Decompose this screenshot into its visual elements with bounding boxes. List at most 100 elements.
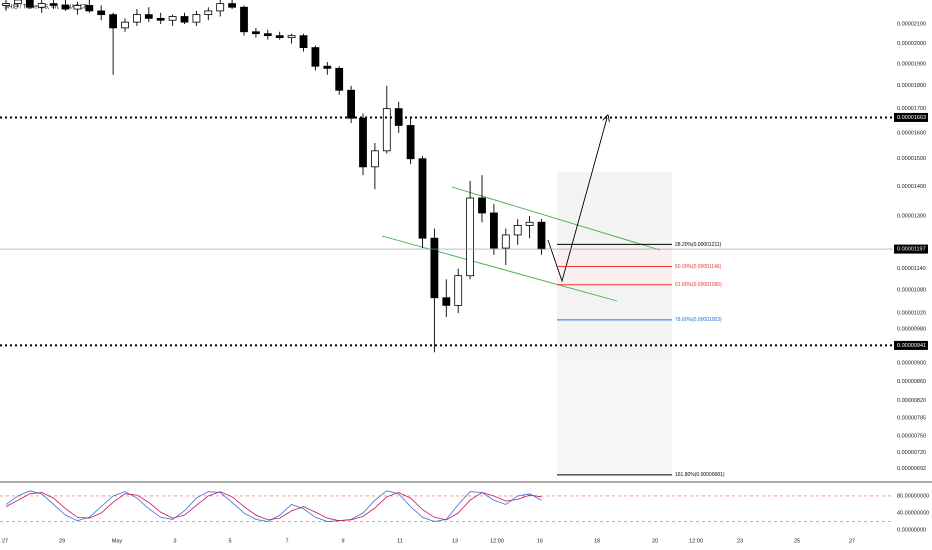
candle-body xyxy=(228,3,237,8)
fib-label: 50.00%(0.00001146) xyxy=(675,264,722,270)
chart-title: SHIB / TetherUS, 4h, BINANCE xyxy=(4,5,88,11)
candle-body xyxy=(216,3,225,12)
candle-body xyxy=(370,150,379,168)
candle-body xyxy=(180,16,189,23)
x-tick-label: 25 xyxy=(794,538,800,544)
candle-body xyxy=(144,14,153,19)
candle-body xyxy=(192,14,201,23)
candle-body xyxy=(359,117,367,168)
price-label: 0.00000941 xyxy=(897,343,926,349)
x-tick-label: 23 xyxy=(737,538,743,544)
x-tick-label: 18 xyxy=(594,538,600,544)
candle-body xyxy=(121,21,129,29)
fib-label: 28.20%(0.00001211) xyxy=(675,242,722,248)
x-tick-label: 12:00 xyxy=(490,538,504,544)
price-label-box xyxy=(894,340,928,350)
indicator-line xyxy=(5,490,542,522)
y2-tick-label: 40.00000000 xyxy=(897,510,929,516)
candle-body xyxy=(335,67,344,91)
y2-tick-label: 0.00000000 xyxy=(897,528,926,534)
candle-body xyxy=(501,234,510,249)
candle-body xyxy=(454,275,463,306)
candle-body xyxy=(406,125,415,160)
y-tick-label: 0.00000980 xyxy=(897,327,926,333)
price-pane xyxy=(2,0,546,353)
candle-body xyxy=(275,35,284,39)
candle-body xyxy=(240,6,248,33)
y-tick-label: 0.00001600 xyxy=(897,130,926,136)
candle-body xyxy=(168,16,177,21)
projection-arrow xyxy=(547,118,607,283)
y-tick-label: 0.00000785 xyxy=(897,415,926,421)
candle-body xyxy=(442,297,451,306)
x-tick-label: 20 xyxy=(652,538,658,544)
candle-body xyxy=(478,197,486,214)
price-label: 0.00001663 xyxy=(897,115,926,121)
y-tick-label: 0.00001500 xyxy=(897,156,926,162)
candle-body xyxy=(418,158,427,239)
candle-body xyxy=(49,3,58,6)
candle-body xyxy=(513,224,522,236)
candle-body xyxy=(287,35,296,39)
price-label: 0.00001197 xyxy=(897,247,926,253)
channel-line xyxy=(381,235,618,302)
fib-zone xyxy=(557,244,672,288)
candle-body xyxy=(323,65,332,69)
candle-body xyxy=(347,89,356,119)
y-tick-label: 0.00002100 xyxy=(897,21,926,27)
candle-body xyxy=(251,31,260,35)
candle-body xyxy=(489,212,498,249)
x-tick-label: 11 xyxy=(397,538,403,544)
fib-label: 61.80%(0.00001095) xyxy=(675,282,722,288)
y-tick-label: 0.00002000 xyxy=(897,41,926,47)
candle-body xyxy=(2,3,10,6)
y-tick-label: 0.00001300 xyxy=(897,213,926,219)
x-tick-label: 16 xyxy=(537,538,543,544)
price-label-box xyxy=(894,112,928,122)
candle-body xyxy=(382,108,391,152)
y-tick-label: 0.00000900 xyxy=(897,361,926,367)
candle-body xyxy=(311,47,320,67)
y-tick-label: 0.00001700 xyxy=(897,106,926,112)
candle-body xyxy=(85,5,94,12)
candle-body xyxy=(537,221,546,250)
y-tick-label: 0.00001900 xyxy=(897,62,926,68)
candle-body xyxy=(204,10,213,16)
y-tick-label: 0.00001400 xyxy=(897,184,926,190)
x-tick-label: 7 xyxy=(285,538,288,544)
x-tick-label: 29 xyxy=(59,538,65,544)
candle-body xyxy=(37,3,46,8)
y-tick-label: 0.00000860 xyxy=(897,379,926,385)
price-label-box xyxy=(894,244,928,254)
candle-body xyxy=(525,221,534,226)
y2-tick-label: 80.00000000 xyxy=(897,493,929,499)
y-tick-label: 0.00000820 xyxy=(897,398,926,404)
candle-body xyxy=(73,5,82,10)
candle-body xyxy=(299,35,308,49)
fib-label: 78.60%(0.00001003) xyxy=(675,317,722,323)
candle-body xyxy=(466,197,475,277)
y-tick-label: 0.00000750 xyxy=(897,434,926,440)
x-tick-label: 27 xyxy=(2,538,8,544)
x-tick-label: 13 xyxy=(452,538,458,544)
x-tick-label: 5 xyxy=(228,538,231,544)
x-tick-label: 27 xyxy=(849,538,855,544)
candle-body xyxy=(109,14,117,29)
y-tick-label: 0.00001140 xyxy=(897,266,926,272)
indicator-line xyxy=(5,491,542,522)
channel-line xyxy=(451,186,661,251)
y-tick-label: 0.00001020 xyxy=(897,311,926,317)
candle-body xyxy=(430,237,439,299)
x-tick-label: 9 xyxy=(341,538,344,544)
candle-body xyxy=(97,10,106,16)
candle-body xyxy=(25,0,34,8)
fib-zone xyxy=(557,360,672,475)
candle-body xyxy=(156,17,165,21)
candle-body xyxy=(13,0,22,5)
candle-body xyxy=(132,14,141,23)
x-tick-label: May xyxy=(112,538,123,544)
x-tick-label: 12:00 xyxy=(689,538,703,544)
y-tick-label: 0.00000692 xyxy=(897,466,926,472)
candle-body xyxy=(263,33,272,37)
